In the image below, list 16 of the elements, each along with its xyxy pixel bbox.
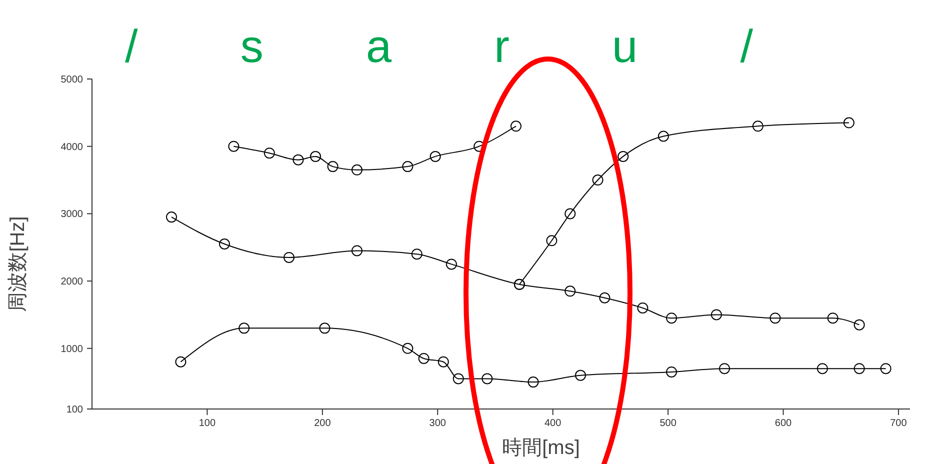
y-tick-label: 4000 xyxy=(60,142,84,153)
x-tick-label: 700 xyxy=(890,418,908,429)
x-tick-label: 600 xyxy=(774,418,792,429)
x-tick-label: 200 xyxy=(314,418,332,429)
x-tick-label: 100 xyxy=(198,418,216,429)
x-tick-label: 500 xyxy=(660,418,677,429)
text: / s a r u / xyxy=(125,20,754,72)
y-tick-label: 2000 xyxy=(60,276,84,288)
y-tick-label: 3000 xyxy=(60,209,84,220)
y-tick-label: 100 xyxy=(66,404,84,416)
x-tick-label: 400 xyxy=(544,418,562,429)
x-axis-title: 時間[ms] xyxy=(502,437,580,459)
x-tick-label: 300 xyxy=(429,418,446,429)
y-tick-label: 1000 xyxy=(60,344,84,355)
y-axis-title: 周波数[Hz] xyxy=(7,216,29,312)
y-tick-label: 5000 xyxy=(60,74,84,86)
